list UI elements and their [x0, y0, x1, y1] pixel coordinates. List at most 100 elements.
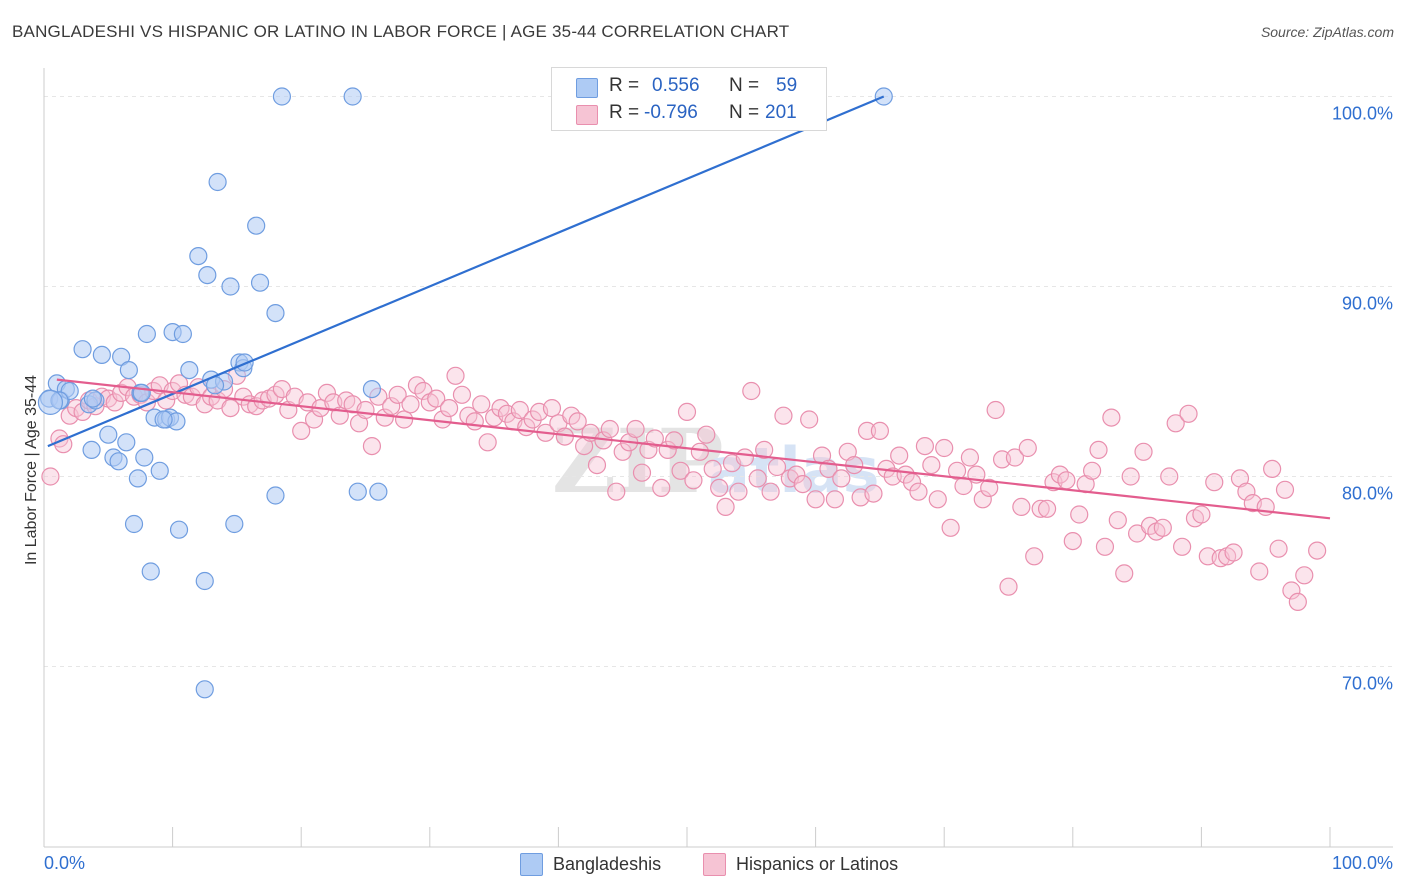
hispanic-point — [973, 490, 992, 509]
legend-swatch-blue — [576, 78, 598, 98]
bangladeshi-point — [266, 486, 285, 505]
hispanic-point — [1250, 562, 1269, 581]
hispanic-point — [382, 397, 401, 416]
hispanic-point — [761, 482, 780, 501]
hispanic-point — [1192, 505, 1211, 524]
hispanic-point — [465, 412, 484, 431]
hispanic-point — [510, 400, 529, 420]
hispanic-point — [896, 465, 915, 484]
hispanic-point — [935, 438, 954, 458]
chart-title: BANGLADESHI VS HISPANIC OR LATINO IN LAB… — [12, 22, 790, 41]
hispanic-point — [478, 433, 497, 452]
hispanic-point — [922, 456, 941, 475]
hispanic-point — [1237, 482, 1256, 501]
hispanic-point — [1115, 564, 1134, 583]
hispanic-point — [742, 381, 761, 401]
bangladeshi-point — [362, 380, 382, 399]
bangladeshi-point — [247, 216, 266, 235]
hispanic-point — [1082, 461, 1102, 480]
bangladeshi-point — [128, 469, 147, 488]
hispanic-point — [1070, 505, 1089, 524]
hispanic-point — [356, 400, 375, 420]
y-tick-label: 80.0% — [1342, 484, 1393, 504]
hispanic-point — [1179, 404, 1198, 423]
hispanic-point — [806, 490, 825, 509]
hispanic-point — [787, 465, 806, 484]
bangladeshi-point — [369, 482, 388, 501]
hispanic-point — [1160, 467, 1179, 486]
hispanic-point — [1173, 537, 1192, 556]
hispanic-point — [1308, 541, 1327, 560]
hispanic-point — [607, 482, 626, 501]
bangladeshi-point — [272, 87, 292, 106]
bangladeshi-point — [195, 571, 214, 591]
legend-label: Bangladeshis — [553, 854, 662, 874]
hispanic-point — [401, 395, 420, 414]
legend-swatch-pink — [703, 853, 726, 876]
bangladeshi-point — [150, 461, 169, 480]
hispanic-point — [523, 410, 542, 429]
bangladeshi-point — [99, 425, 118, 444]
bangladeshi-point — [109, 452, 128, 471]
hispanic-point — [697, 425, 716, 444]
bangladeshi-point — [198, 266, 217, 285]
hispanic-point — [947, 461, 967, 480]
bangladeshi-point — [82, 440, 101, 459]
hispanic-point — [1205, 473, 1224, 492]
legend-r-label: R = — [609, 75, 640, 96]
hispanic-point — [999, 577, 1018, 596]
legend-n-label: N = — [729, 102, 760, 123]
bangladeshi-point — [343, 87, 362, 106]
hispanic-point — [735, 448, 754, 467]
y-axis-label: In Labor Force | Age 35-44 — [23, 375, 40, 565]
hispanic-point — [755, 440, 774, 459]
bangladeshi-point — [266, 304, 285, 323]
legend-swatch-blue — [520, 853, 543, 876]
legend-label: Hispanics or Latinos — [736, 854, 899, 874]
hispanic-point — [980, 478, 999, 497]
legend-r-label: R = — [609, 102, 640, 123]
hispanic-point — [439, 399, 459, 418]
hispanic-point — [1263, 459, 1282, 478]
bangladeshi-point — [221, 277, 240, 296]
hispanic-point — [729, 482, 748, 501]
bangladeshi-point — [141, 562, 160, 581]
hispanic-point — [716, 497, 735, 516]
hispanic-point — [1295, 566, 1314, 585]
x-tick-label: 0.0% — [44, 853, 85, 873]
hispanic-point — [857, 421, 877, 440]
hispanic-point — [645, 429, 664, 448]
hispanic-point — [800, 410, 819, 429]
bangladeshi-point — [117, 433, 136, 452]
hispanic-point — [890, 446, 909, 465]
hispanic-point — [600, 419, 619, 439]
hispanic-point — [1108, 511, 1127, 530]
bangladeshi-point — [208, 172, 227, 192]
hispanic-point — [362, 437, 382, 456]
bangladeshi-point — [348, 482, 367, 501]
hispanic-point — [568, 412, 587, 431]
hispanic-point — [703, 459, 722, 478]
hispanic-point — [472, 395, 491, 414]
bangladeshi-point — [180, 361, 199, 380]
hispanic-point — [825, 490, 844, 509]
bangladeshi-point — [73, 340, 92, 359]
hispanic-point — [1018, 438, 1037, 458]
hispanic-point — [915, 437, 935, 456]
hispanic-point — [1005, 448, 1025, 467]
bangladeshi-point — [195, 680, 214, 699]
hispanic-point — [394, 410, 414, 429]
hispanic-point — [446, 366, 465, 385]
bangladeshi-point — [37, 389, 64, 415]
hispanic-point — [870, 421, 890, 440]
hispanic-point — [1288, 592, 1307, 612]
hispanic-point — [710, 478, 729, 497]
hispanic-point — [613, 442, 632, 461]
hispanic-point — [542, 399, 562, 418]
legend-n-value: 201 — [765, 102, 797, 123]
hispanic-point — [375, 408, 394, 427]
hispanic-point — [665, 431, 684, 450]
bangladeshi-point — [132, 383, 151, 402]
bangladeshi-point — [92, 345, 111, 364]
watermark-zip: ZIP — [552, 409, 724, 513]
